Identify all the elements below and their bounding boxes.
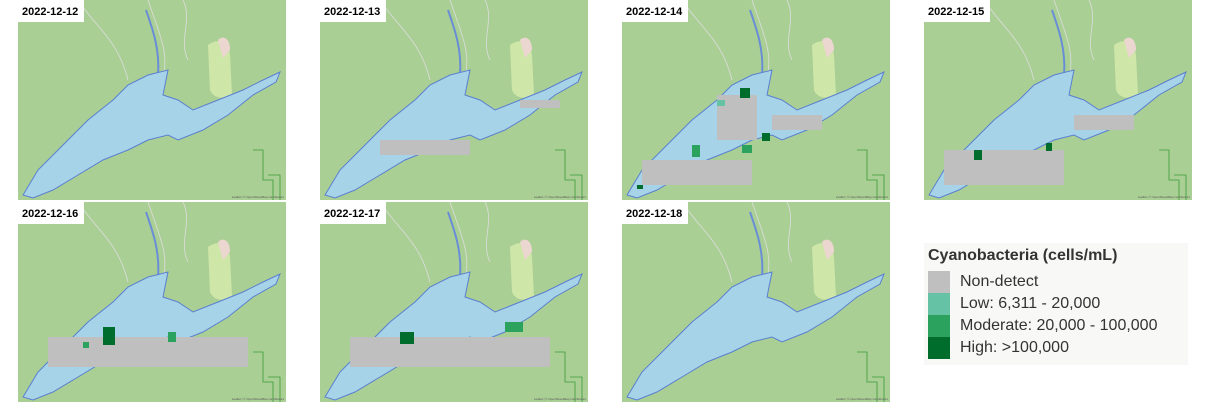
legend-swatch [928, 337, 950, 359]
date-box [622, 0, 688, 22]
panel-date: 2022-12-13 [324, 6, 380, 18]
base-map [320, 202, 588, 402]
cell-overlay [692, 145, 700, 157]
panel-date: 2022-12-15 [928, 6, 984, 18]
cell-overlay [772, 115, 822, 130]
legend-label: Moderate: 20,000 - 100,000 [960, 317, 1158, 334]
legend-label: Low: 6,311 - 20,000 [960, 295, 1100, 312]
cell-overlay [520, 100, 560, 108]
cell-overlay [83, 342, 89, 348]
cell-overlay [505, 322, 523, 332]
date-box [924, 0, 990, 22]
cell-overlay [762, 133, 770, 141]
legend-swatch [928, 293, 950, 315]
cell-overlay [1046, 143, 1052, 151]
legend-swatch [928, 271, 950, 293]
attribution: Leaflet | © OpenStreetMap contributors [1138, 195, 1191, 199]
panel-date: 2022-12-12 [22, 6, 78, 18]
cell-overlay [168, 332, 176, 342]
attribution: Leaflet | © OpenStreetMap contributors [836, 397, 889, 401]
cell-overlay [400, 332, 414, 344]
cell-overlay [48, 337, 248, 367]
base-map [18, 0, 286, 200]
panel-date: 2022-12-18 [626, 208, 682, 220]
attribution: Leaflet | © OpenStreetMap contributors [534, 195, 587, 199]
cell-overlay [742, 145, 752, 153]
cell-overlay [1074, 115, 1134, 130]
base-map [18, 202, 286, 402]
legend-title: Cyanobacteria (cells/mL) [928, 247, 1117, 264]
attribution: Leaflet | © OpenStreetMap contributors [534, 397, 587, 401]
panel-date: 2022-12-16 [22, 208, 78, 220]
legend-label: Non-detect [960, 273, 1039, 290]
map-panel: 2022-12-18 Leaflet | © OpenStreetMap cont… [622, 202, 890, 402]
date-box [320, 202, 386, 224]
cell-overlay [380, 140, 470, 155]
panel-date: 2022-12-17 [324, 208, 380, 220]
attribution: Leaflet | © OpenStreetMap contributors [232, 397, 285, 401]
cell-overlay [974, 150, 982, 160]
attribution: Leaflet | © OpenStreetMap contributors [836, 195, 889, 199]
map-panel: 2022-12-15 Leaflet | © OpenStreetMap cont… [924, 0, 1192, 200]
map-panel: 2022-12-13 Leaflet | © OpenStreetMap cont… [320, 0, 588, 200]
map-panel: 2022-12-14 Leaflet | © OpenStreetMap cont… [622, 0, 890, 200]
cell-overlay [103, 327, 115, 345]
date-box [18, 202, 84, 224]
date-box [320, 0, 386, 22]
date-box [622, 202, 688, 224]
cell-overlay [717, 100, 725, 106]
cell-overlay [637, 185, 643, 189]
cell-overlay [944, 150, 1064, 185]
base-map [622, 202, 890, 402]
map-panel: 2022-12-12 Leaflet | © OpenStreetMap cont… [18, 0, 286, 200]
legend-label: High: >100,000 [960, 339, 1069, 356]
panel-date: 2022-12-14 [626, 6, 683, 18]
legend: Cyanobacteria (cells/mL) Non-detect Low: 6… [924, 243, 1188, 365]
attribution: Leaflet | © OpenStreetMap contributors [232, 195, 285, 199]
cell-overlay [642, 160, 752, 185]
legend-bg [924, 243, 1188, 365]
map-panel: 2022-12-16 Leaflet | © OpenStreetMap cont… [18, 202, 286, 402]
legend-swatch [928, 315, 950, 337]
cell-overlay [740, 88, 750, 98]
date-box [18, 0, 84, 22]
map-panel: 2022-12-17 Leaflet | © OpenStreetMap cont… [320, 202, 588, 402]
cell-overlay [350, 337, 550, 367]
